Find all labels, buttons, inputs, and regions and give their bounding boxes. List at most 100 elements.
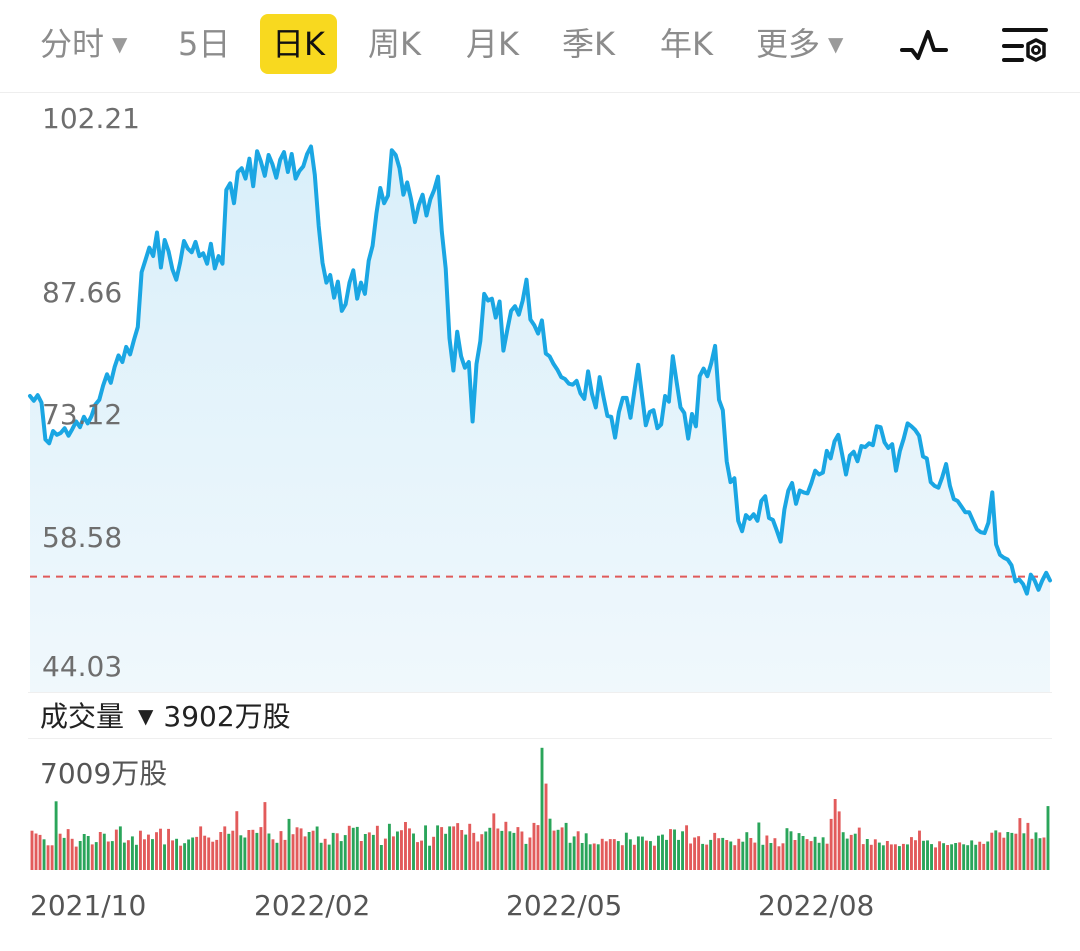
tab-more[interactable]: 更多 ▼ xyxy=(756,14,843,74)
volume-bar xyxy=(841,832,845,870)
volume-bar xyxy=(1010,832,1014,870)
x-tick-label: 2021/10 xyxy=(30,889,147,922)
volume-bar xyxy=(1006,832,1010,870)
tab-yearly-k[interactable]: 年K xyxy=(660,14,713,74)
volume-bar xyxy=(817,842,821,870)
volume-bar xyxy=(938,841,942,870)
volume-bar xyxy=(853,833,857,870)
volume-bar xyxy=(580,843,584,870)
volume-bar xyxy=(749,838,753,870)
tab-monthly-k[interactable]: 月K xyxy=(466,14,519,74)
volume-bar xyxy=(444,833,448,870)
volume-bar xyxy=(408,828,411,870)
volume-bar xyxy=(30,830,34,870)
tab-5day[interactable]: 5日 xyxy=(178,14,230,74)
volume-bar xyxy=(42,839,46,870)
volume-bar xyxy=(673,829,676,870)
volume-bar xyxy=(219,832,223,870)
volume-bar xyxy=(134,844,138,870)
kline-chart[interactable] xyxy=(0,92,1080,892)
volume-bar xyxy=(697,836,701,870)
volume-bar xyxy=(199,826,203,870)
volume-bar xyxy=(70,838,74,870)
volume-bar xyxy=(873,839,877,870)
dropdown-caret-icon: ▼ xyxy=(828,32,844,56)
volume-bar xyxy=(400,830,403,870)
volume-bar xyxy=(644,840,648,870)
volume-bar xyxy=(636,836,640,870)
volume-bar xyxy=(106,841,110,870)
tab-daily-k[interactable]: 日K xyxy=(260,14,337,74)
tab-monthly-k-label: 月K xyxy=(466,25,519,63)
volume-bar xyxy=(616,841,620,870)
price-area-fill xyxy=(30,146,1050,692)
volume-bar xyxy=(432,836,436,870)
volume-indicator-dropdown-icon[interactable]: ▼ xyxy=(138,704,154,728)
volume-bar xyxy=(255,832,259,870)
volume-bar xyxy=(881,845,885,870)
volume-bar xyxy=(934,847,937,870)
tab-weekly-k-label: 周K xyxy=(368,25,421,63)
volume-bar xyxy=(291,834,295,870)
volume-bar xyxy=(572,836,576,870)
volume-bar xyxy=(725,840,729,870)
volume-bar xyxy=(604,841,608,870)
volume-bar xyxy=(183,843,187,870)
volume-bar xyxy=(464,834,468,870)
chart-settings-icon[interactable] xyxy=(1000,20,1052,72)
volume-bar xyxy=(785,828,789,870)
volume-bar xyxy=(1026,822,1030,870)
tab-weekly-k[interactable]: 周K xyxy=(368,14,421,74)
price-series-line xyxy=(28,144,1052,596)
volume-bar xyxy=(235,811,239,870)
volume-bar xyxy=(351,827,355,870)
volume-bar xyxy=(355,826,359,870)
indicator-wave-icon[interactable] xyxy=(898,20,950,72)
volume-bar xyxy=(151,839,154,870)
volume-bar xyxy=(893,844,897,870)
volume-bar xyxy=(942,843,946,870)
volume-bar xyxy=(484,831,488,870)
volume-bar xyxy=(508,831,512,870)
volume-bar xyxy=(1046,806,1050,870)
volume-bar xyxy=(548,818,552,870)
volume-header: 成交量 ▼ 3902万股 xyxy=(40,696,291,736)
volume-bar xyxy=(966,845,970,870)
volume-bar xyxy=(821,837,825,870)
volume-bar xyxy=(54,801,58,870)
volume-bar xyxy=(187,839,191,870)
volume-bar xyxy=(797,833,801,870)
volume-bar xyxy=(46,845,50,870)
volume-bar xyxy=(420,840,423,870)
volume-bar xyxy=(922,840,925,870)
volume-bar xyxy=(287,818,291,870)
volume-bar xyxy=(765,835,769,870)
volume-bar xyxy=(560,827,564,870)
volume-bar xyxy=(448,826,452,870)
volume-bar xyxy=(163,844,166,870)
volume-bar xyxy=(640,836,644,870)
volume-bar xyxy=(741,841,745,870)
volume-bar xyxy=(986,841,990,870)
volume-bar xyxy=(612,839,616,870)
tab-yearly-k-label: 年K xyxy=(660,25,713,63)
tab-quarterly-k[interactable]: 季K xyxy=(562,14,615,74)
volume-bar xyxy=(845,838,849,870)
volume-bar xyxy=(155,832,158,870)
volume-bar xyxy=(391,836,395,870)
volume-bar xyxy=(910,837,913,870)
tab-intraday[interactable]: 分时 ▼ xyxy=(40,14,127,74)
volume-bar xyxy=(223,826,227,870)
volume-bar xyxy=(653,845,656,870)
x-tick-label: 2022/02 xyxy=(254,889,371,922)
volume-bar xyxy=(171,840,174,870)
y-tick-label: 87.66 xyxy=(42,276,123,309)
volume-bar xyxy=(492,813,496,870)
price-plot xyxy=(28,144,1052,692)
volume-bar xyxy=(889,844,893,870)
volume-bar xyxy=(536,825,540,870)
tab-intraday-label: 分时 xyxy=(40,25,105,63)
volume-bar xyxy=(825,843,829,870)
volume-bar xyxy=(789,831,793,870)
volume-bar xyxy=(584,833,588,870)
